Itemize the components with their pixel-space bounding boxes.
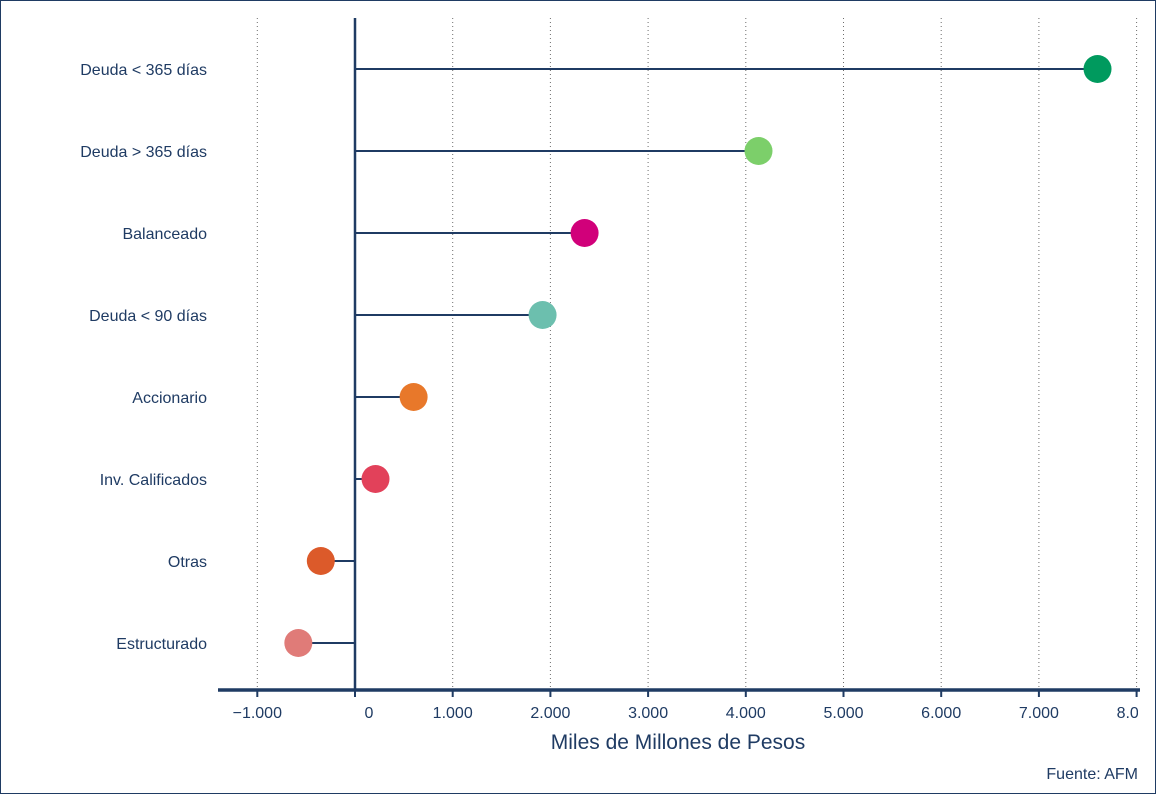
- x-tick-label: 3.000: [628, 705, 668, 722]
- x-tick-label: 6.000: [921, 705, 961, 722]
- category-label: Deuda < 90 días: [89, 308, 207, 325]
- x-axis-title: Miles de Millones de Pesos: [551, 731, 805, 754]
- stems: [298, 68, 1098, 644]
- x-ticks: [256, 690, 1138, 697]
- dot-point: [306, 547, 335, 575]
- grid-lines: [256, 18, 1138, 690]
- x-tick-label: 1.000: [433, 705, 473, 722]
- category-labels: Deuda < 365 días Deuda > 365 días Balancea…: [80, 62, 207, 653]
- dot-point: [744, 137, 773, 165]
- dot-point: [1083, 55, 1112, 83]
- x-tick-labels: −1.000 0 1.000 2.000 3.000 4.000 5.000 6.000 7.0…: [233, 705, 1156, 722]
- x-tick-label: −1.000: [233, 705, 282, 722]
- category-label: Accionario: [132, 390, 207, 407]
- category-label: Deuda < 365 días: [80, 62, 207, 79]
- category-label: Balanceado: [122, 226, 207, 243]
- dot-point: [284, 629, 313, 657]
- x-tick-label: 7.000: [1019, 705, 1059, 722]
- category-label: Estructurado: [116, 636, 207, 653]
- source-note: Fuente: AFM: [1046, 766, 1138, 783]
- category-label: Otras: [168, 554, 207, 571]
- x-tick-label: 2.000: [530, 705, 570, 722]
- dot-point: [361, 465, 390, 493]
- category-label: Deuda > 365 días: [80, 144, 207, 161]
- dots: [284, 55, 1112, 657]
- dot-point: [528, 301, 557, 329]
- dot-point: [399, 383, 428, 411]
- x-tick-label: 0: [365, 705, 374, 722]
- x-tick-label: 5.000: [823, 705, 863, 722]
- dot-point: [570, 219, 599, 247]
- x-tick-label: 8.000: [1117, 705, 1156, 722]
- category-label: Inv. Calificados: [100, 472, 207, 489]
- x-tick-label: 4.000: [726, 705, 766, 722]
